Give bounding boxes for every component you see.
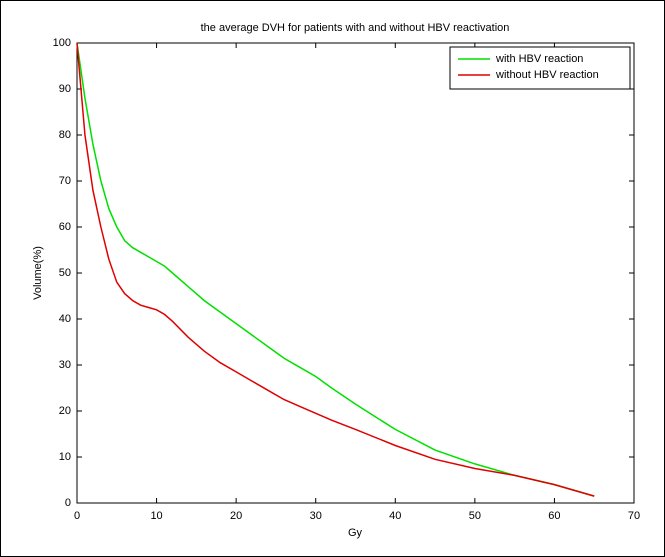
y-tick-label: 30: [59, 359, 71, 371]
x-tick-label: 40: [389, 510, 401, 522]
series-line: [76, 42, 595, 497]
x-tick-label: 0: [74, 510, 80, 522]
y-tick-label: 0: [65, 497, 71, 509]
x-axis-label: Gy: [348, 527, 363, 539]
plot-area: [76, 42, 635, 504]
y-tick-label: 100: [53, 37, 71, 49]
x-tick-label: 30: [310, 510, 322, 522]
y-tick-label: 60: [59, 221, 71, 233]
y-tick-label: 10: [59, 451, 71, 463]
x-tick-label: 60: [548, 510, 560, 522]
legend-label: with HBV reaction: [495, 53, 583, 65]
chart-title: the average DVH for patients with and wi…: [201, 22, 510, 34]
x-tick-label: 20: [230, 510, 242, 522]
y-tick-label: 80: [59, 129, 71, 141]
series-line: [76, 42, 595, 497]
legend-box: [449, 46, 631, 90]
x-tick-label: 50: [469, 510, 481, 522]
y-tick-label: 40: [59, 313, 71, 325]
x-tick-label: 10: [150, 510, 162, 522]
x-tick-label: 70: [628, 510, 640, 522]
y-tick-label: 70: [59, 175, 71, 187]
y-tick-label: 50: [59, 267, 71, 279]
y-axis-label: Volume(%): [32, 246, 44, 300]
legend-label: without HBV reaction: [495, 69, 599, 81]
y-tick-label: 90: [59, 83, 71, 95]
y-tick-label: 20: [59, 405, 71, 417]
